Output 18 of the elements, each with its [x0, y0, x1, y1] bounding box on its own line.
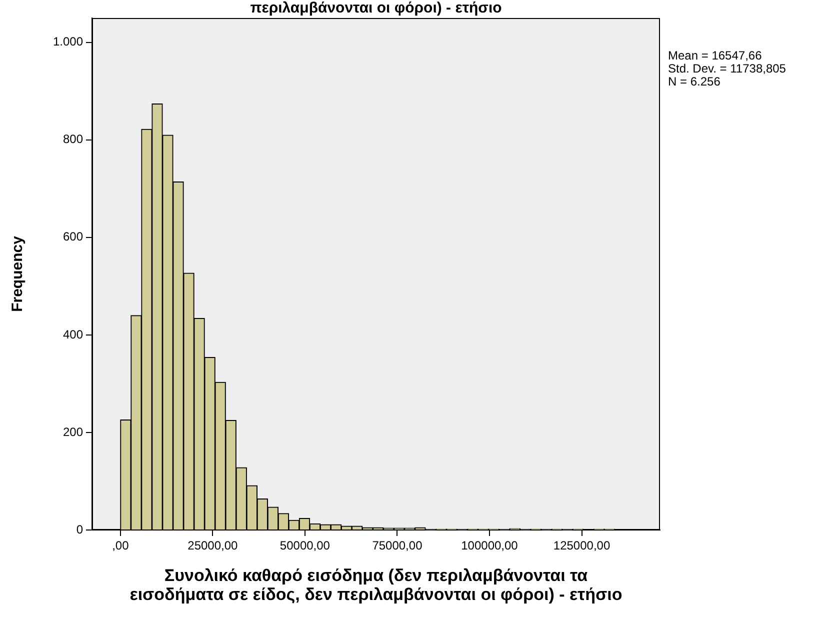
text: N = 6.256 — [668, 74, 721, 88]
y-tick-label: 800 — [62, 132, 84, 146]
x-axis-title: Συνολικό καθαρό εισόδημα (δεν περιλαμβάνονται τα εισοδήματα σε είδος, δεν περιλαμβάνονται οι φόροι) - ετήσιο — [130, 566, 622, 604]
text: Mean = 16547,66 — [668, 48, 762, 62]
x-tick-label: 100000,00 — [461, 538, 518, 553]
y-tick-label: 600 — [62, 230, 84, 244]
y-tick-label: 200 — [62, 424, 84, 439]
text: Std. Dev. = 11738,805 — [668, 61, 786, 76]
y-axis-title: Frequency — [9, 235, 26, 312]
chart-title: περιλαμβάνονται οι φόροι) - ετήσιο — [250, 0, 502, 17]
x-tick-label: 25000,00 — [188, 538, 238, 553]
x-tick-label: 50000,00 — [280, 538, 330, 553]
x-tick-label: 125000,00 — [553, 538, 610, 553]
y-tick-label: 1.000 — [52, 34, 84, 49]
x-tick-label: ,00 — [112, 538, 130, 553]
y-tick-label: 400 — [62, 327, 84, 342]
x-tick-label: 75000,00 — [372, 538, 423, 553]
y-tick-label: 0 — [76, 522, 84, 536]
